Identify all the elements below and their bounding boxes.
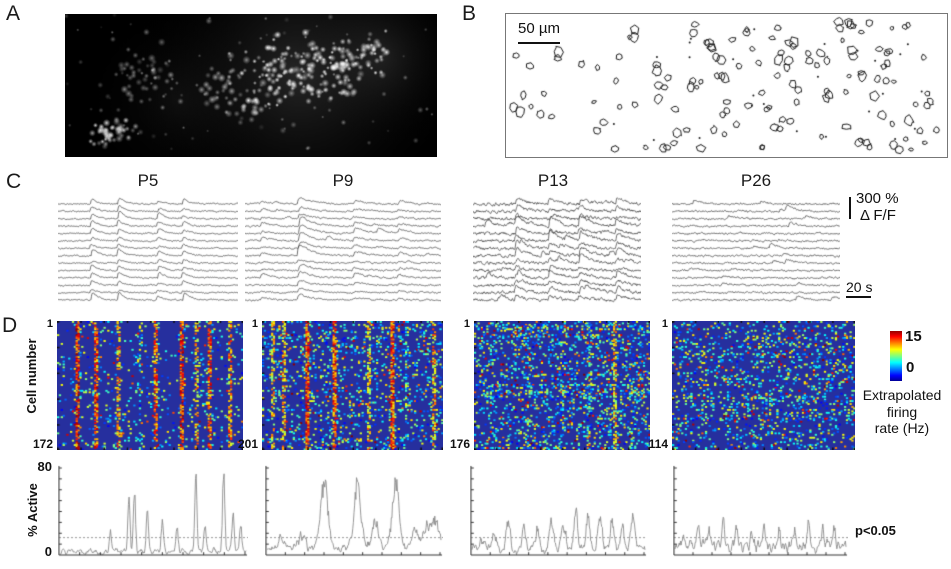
raster-heatmap-canvas xyxy=(57,321,243,450)
calcium-traces-canvas xyxy=(58,196,238,308)
percent-active-plot-canvas xyxy=(265,464,443,557)
significance-label: p<0.05 xyxy=(855,523,896,538)
percent-active-plot-canvas xyxy=(673,464,848,557)
dff-scalebar-line xyxy=(849,197,851,219)
raster-heatmap-canvas xyxy=(262,321,443,450)
colorbar-gradient xyxy=(890,331,902,381)
panel-label-d: D xyxy=(2,314,18,337)
colorbar-title-line2: firing xyxy=(886,403,918,420)
first-cell-label: 1 xyxy=(463,318,470,330)
scalebar-label: 50 µm xyxy=(518,20,560,37)
colorbar-title-line1: Extrapolated xyxy=(862,387,942,403)
last-cell-label: 201 xyxy=(237,437,258,451)
age-header-p26: P26 xyxy=(740,171,772,190)
percent-active-plot-canvas xyxy=(58,464,248,557)
colorbar-title-line3: rate (Hz) xyxy=(874,420,930,436)
colorbar-title: Extrapolated firing rate (Hz) xyxy=(853,387,951,437)
cell-number-axis-label: Cell number xyxy=(24,338,39,414)
cell-outline-map-canvas xyxy=(506,14,946,156)
panel-label-b: B xyxy=(462,2,477,25)
dff-scale-value: 300 % xyxy=(856,190,899,207)
active-axis-max: 80 xyxy=(37,459,52,474)
age-header-p9: P9 xyxy=(332,171,354,190)
first-cell-label: 1 xyxy=(251,318,258,330)
cell-outline-map-panel: 50 µm xyxy=(505,13,948,158)
calcium-traces-canvas xyxy=(245,196,441,308)
time-scalebar-line xyxy=(846,296,871,298)
first-cell-label: 1 xyxy=(46,318,53,330)
percent-active-plot-canvas xyxy=(470,464,647,557)
age-header-p13: P13 xyxy=(537,171,569,190)
colorbar-max-label: 15 xyxy=(905,328,922,345)
fluorescence-image-canvas xyxy=(65,14,437,157)
scalebar-line xyxy=(518,42,560,44)
age-header-p5: P5 xyxy=(137,171,159,190)
active-axis-min: 0 xyxy=(44,544,52,559)
raster-heatmap-canvas xyxy=(672,321,855,450)
last-cell-label: 176 xyxy=(449,437,470,451)
last-cell-label: 114 xyxy=(648,437,668,451)
colorbar-min-label: 0 xyxy=(906,359,915,376)
panel-label-c: C xyxy=(6,170,22,193)
time-scale-label: 20 s xyxy=(846,279,873,295)
calcium-traces-canvas xyxy=(672,196,840,308)
first-cell-label: 1 xyxy=(661,318,668,330)
percent-active-axis-label: % Active xyxy=(25,483,40,537)
panel-label-a: A xyxy=(6,2,21,25)
raster-heatmap-canvas xyxy=(474,321,650,450)
calcium-traces-canvas xyxy=(473,196,641,308)
last-cell-label: 172 xyxy=(32,437,53,451)
dff-scale-units: Δ F/F xyxy=(860,207,896,224)
